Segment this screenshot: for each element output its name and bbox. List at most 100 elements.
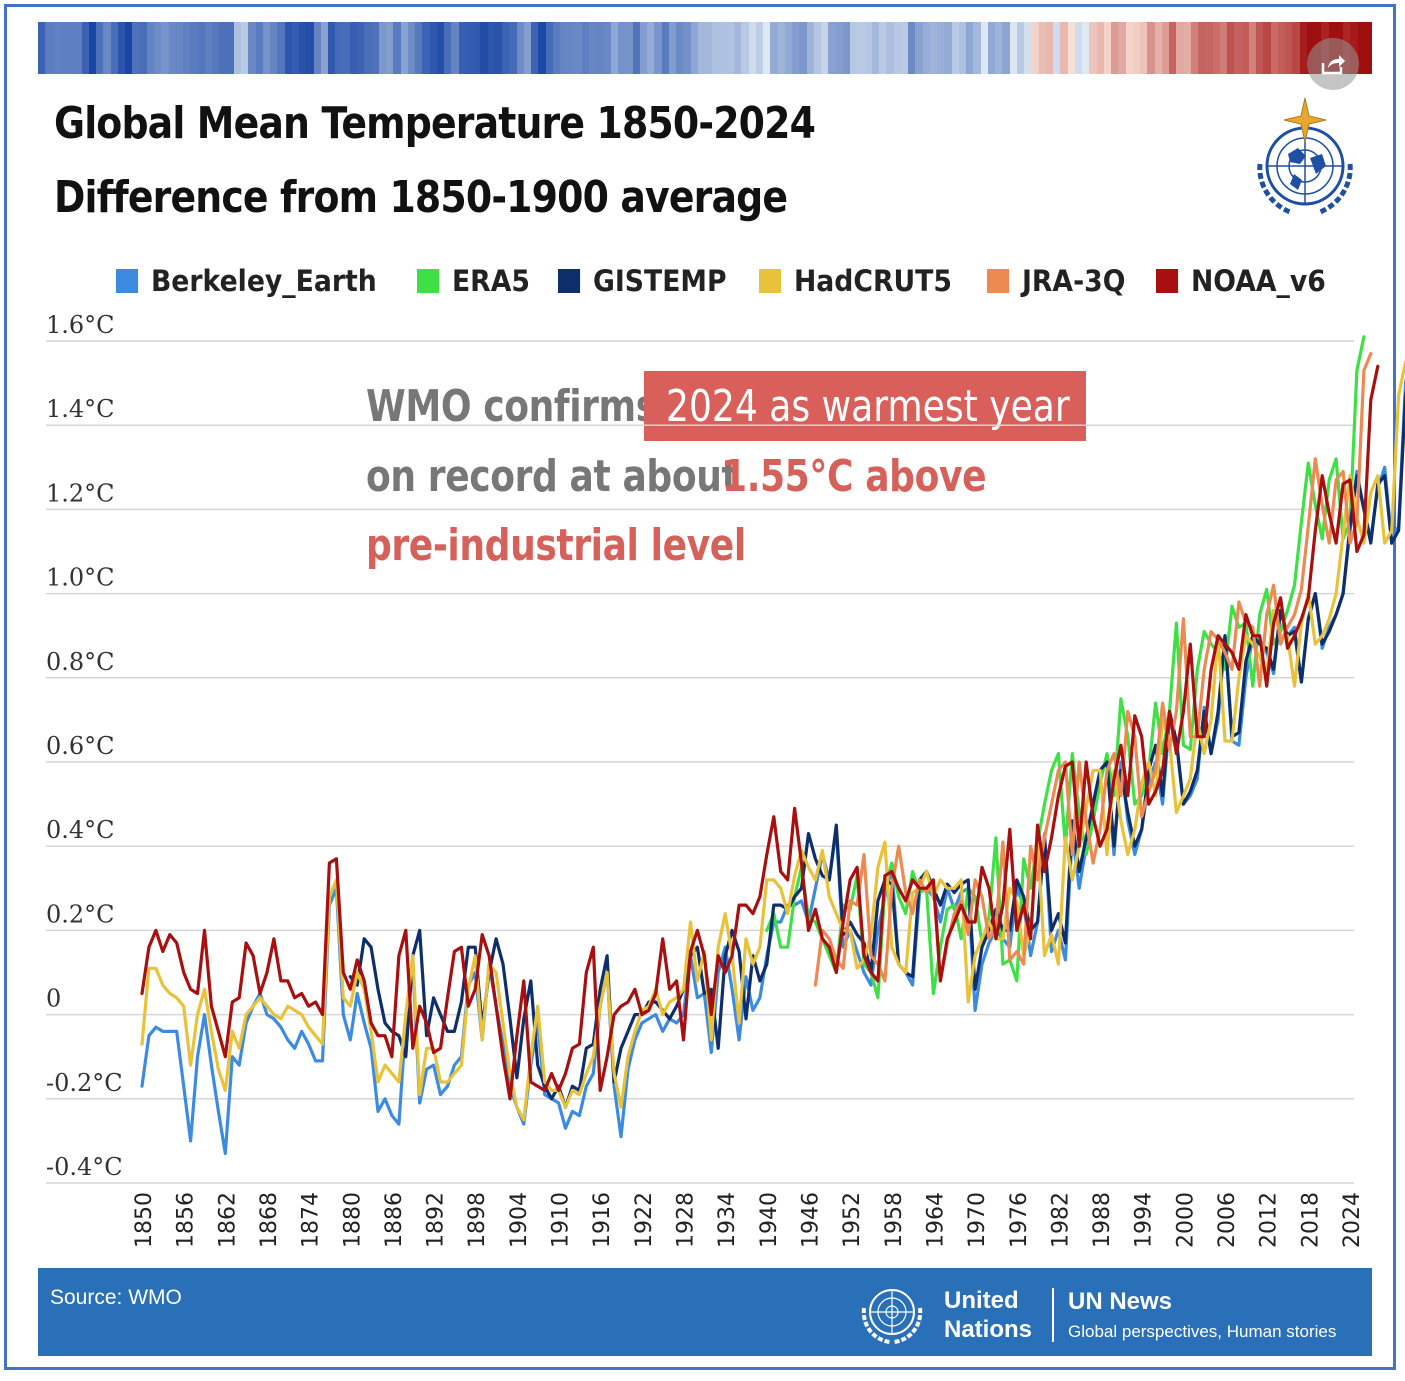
stripe [581,22,589,74]
stripe [1169,22,1177,74]
stripe [378,22,386,74]
stripe [712,22,720,74]
un-news-brand: UN News [1068,1288,1173,1315]
stripe [357,22,365,74]
stripe [828,22,836,74]
series-line-berkeley-earth [140,377,1405,1156]
stripe [262,22,270,74]
stripe [857,22,865,74]
stripe [835,22,843,74]
stripe [625,22,633,74]
source-label: Source: WMO [50,1286,182,1309]
stripe [516,22,524,74]
stripe [1082,22,1090,74]
stripe [233,22,241,74]
stripe [980,22,988,74]
stripe [893,22,901,74]
un-name: United Nations [944,1286,1032,1344]
stripe [255,22,263,74]
stripe [922,22,930,74]
share-button[interactable] [1307,38,1359,90]
stripe [690,22,698,74]
stripe [139,22,147,74]
stripe [871,22,879,74]
stripe [502,22,510,74]
y-tick-label: 1.2°C [46,479,115,507]
legend-label: HadCRUT5 [794,264,953,298]
stripe [110,22,118,74]
stripe [197,22,205,74]
x-tick-label: 1904 [507,1192,532,1248]
stripe [436,22,444,74]
stripe [944,22,952,74]
stripe [821,22,829,74]
stripe [1285,22,1293,74]
un-name-line2: Nations [944,1316,1033,1343]
stripe [560,22,568,74]
un-name-line1: United [944,1287,1019,1314]
stripe [458,22,466,74]
x-tick-label: 2018 [1298,1192,1323,1248]
un-news-tagline: Global perspectives, Human stories [1068,1322,1337,1341]
outer-frame [4,4,1396,1370]
stripe [291,22,299,74]
stripe [1205,22,1213,74]
x-tick-label: 1976 [1007,1192,1032,1248]
footer-divider [1052,1288,1054,1342]
stripe [270,22,278,74]
stripe [1277,22,1285,74]
legend-label: ERA5 [452,264,531,298]
stripe [1103,22,1111,74]
legend-item: JRA-3Q [987,264,1126,298]
stripe [1132,22,1140,74]
x-tick-label: 1868 [257,1192,282,1248]
share-icon [1321,55,1345,75]
stripe [1176,22,1184,74]
stripe [52,22,60,74]
stripe [1140,22,1148,74]
stripe [429,22,437,74]
stripe [45,22,53,74]
stripe [219,22,227,74]
stripe [146,22,154,74]
legend-swatch [116,269,139,293]
stripe [726,22,734,74]
stripe [183,22,191,74]
x-tick-label: 2024 [1340,1192,1365,1248]
stripe [1227,22,1235,74]
legend-label: NOAA_v6 [1190,264,1326,298]
stripe [299,22,307,74]
stripe [241,22,249,74]
chart-title: Global Mean Temperature 1850-2024 [54,98,816,149]
x-tick-label: 1898 [465,1192,490,1248]
footer-bar: Source: WMO United Nations UN News Globa… [38,1268,1372,1356]
stripe [552,22,560,74]
stripe [248,22,256,74]
stripe [792,22,800,74]
stripe [531,22,539,74]
stripe [1067,22,1075,74]
stripe [683,22,691,74]
stripe [1248,22,1256,74]
y-tick-label: -0.2°C [46,1069,123,1097]
stripe [451,22,459,74]
stripe [1357,22,1365,74]
x-tick-label: 1934 [715,1192,740,1248]
stripe [1016,22,1024,74]
stripe [567,22,575,74]
stripe [734,22,742,74]
legend-item: GISTEMP [558,264,727,298]
x-tick-label: 1862 [215,1192,240,1248]
stripe [1183,22,1191,74]
stripe [1111,22,1119,74]
stripe [1292,22,1300,74]
x-tick-label: 1982 [1048,1192,1073,1248]
stripe [886,22,894,74]
stripe [987,22,995,74]
stripe [697,22,705,74]
stripe [509,22,517,74]
stripe [813,22,821,74]
y-tick-label: 0.4°C [46,816,115,844]
stripe [654,22,662,74]
stripe [661,22,669,74]
